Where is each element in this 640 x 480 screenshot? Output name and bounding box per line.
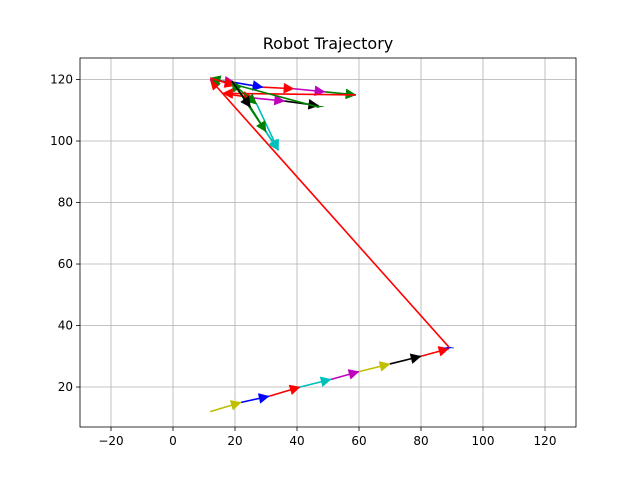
plot-area [209, 75, 454, 413]
axes-frame [79, 57, 577, 428]
axis-ticks: −20 0 20 40 60 80 100 120 20 40 60 80 100 120 [50, 73, 556, 448]
y-tick-label: 40 [58, 319, 73, 333]
trajectory-arrowhead [273, 94, 286, 106]
trajectory-arrowhead [288, 384, 301, 396]
trajectory-arrowhead [345, 88, 357, 100]
x-tick-label: 20 [227, 434, 242, 448]
trajectory-arrowhead [255, 120, 267, 133]
trajectory-arrowhead [437, 346, 450, 357]
x-tick-label: 0 [169, 434, 177, 448]
y-tick-label: 20 [58, 380, 73, 394]
chart-title: Robot Trajectory [263, 34, 394, 53]
trajectory-arrowhead [378, 361, 391, 372]
x-tick-label: 40 [289, 434, 304, 448]
trajectory-arrowhead [319, 376, 332, 388]
x-tick-label: 100 [472, 434, 495, 448]
trajectory-arrowhead [240, 95, 251, 108]
grid [80, 58, 576, 427]
y-tick-label: 80 [58, 196, 73, 210]
trajectory-arrowhead [443, 346, 454, 349]
trajectory-arrowhead [229, 400, 242, 411]
y-tick-label: 120 [50, 73, 73, 87]
y-tick-label: 100 [50, 134, 73, 148]
y-tick-label: 60 [58, 257, 73, 271]
trajectory-arrowhead [251, 80, 264, 91]
x-tick-label: 80 [413, 434, 428, 448]
x-tick-label: 60 [351, 434, 366, 448]
trajectory-arrowhead [268, 138, 279, 151]
x-tick-label: −20 [98, 434, 123, 448]
trajectory-arrowhead [347, 369, 360, 380]
trajectory-arrowhead [409, 353, 422, 364]
trajectory-arrowhead [283, 82, 295, 94]
x-tick-label: 120 [534, 434, 557, 448]
trajectory-segment [209, 78, 450, 348]
trajectory-arrowhead [257, 393, 270, 404]
